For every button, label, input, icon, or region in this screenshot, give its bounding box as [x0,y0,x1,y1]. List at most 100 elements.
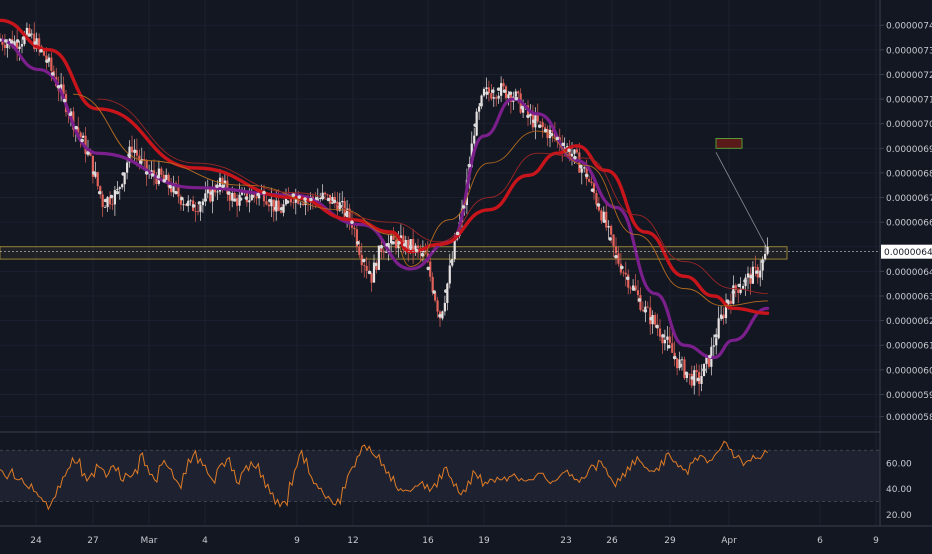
candle-body [737,289,740,293]
trend-dot [279,207,284,211]
target-box[interactable] [715,138,743,149]
candle-body [25,27,28,35]
ma-line-thin-red [97,98,769,294]
time-axis[interactable]: 24 27 Mar 4 9 12 16 19 23 26 29 Apr 6 9 [30,536,879,546]
candle-body [165,174,168,180]
current-price-label: 0.00000648 [884,248,932,258]
trend-dot [373,262,378,267]
rsi-pane [0,440,880,511]
trend-dot [180,196,184,201]
trend-dot [649,316,653,321]
trend-dot [731,290,736,295]
candle-body [663,339,666,344]
candle-body [194,210,197,212]
candle-body [646,306,649,308]
candle-body [130,146,134,153]
candle-body [172,183,175,193]
candle-body [759,270,762,278]
trend-dot [537,124,542,128]
candle-body [265,201,268,205]
candle-body [478,106,481,112]
trend-dot [103,198,108,203]
trend-dot [408,244,413,249]
candle-body [111,204,114,206]
time-axis-label: 24 [30,536,42,546]
trend-dot [602,219,607,223]
candle-body [575,149,578,153]
trend-dot [80,138,84,143]
trend-dot [755,270,759,274]
candle-body [612,234,615,247]
candle-body [495,97,498,99]
candle-body [683,359,686,379]
candle-body [280,211,283,213]
candle-body [47,57,50,62]
trend-dot [150,173,155,177]
candle-body [722,314,725,319]
trend-dot [0,38,2,42]
candle-body [331,196,334,204]
candle-body [50,57,53,71]
trend-dot [344,212,348,217]
candle-body [431,276,434,293]
trend-dot [262,190,266,195]
candle-body [749,273,752,284]
candle-body [507,94,510,99]
candle-body [319,198,322,200]
candle-body [668,336,671,344]
candle-body [421,250,424,253]
candle-body [475,111,478,136]
trend-dot [461,205,466,209]
candle-body [414,245,417,252]
candle-body [517,91,520,94]
trend-dot [68,112,73,117]
candle-body [680,359,684,361]
trend-dot [725,299,730,303]
time-axis-label: Mar [141,536,158,546]
trend-dot [9,40,14,44]
candle-body [487,87,490,94]
trend-dot [115,190,120,195]
candle-body [79,132,82,138]
time-axis-label: 27 [87,536,98,546]
candle-body [150,170,153,173]
trend-dot [473,123,478,127]
candle-body [118,187,121,189]
rsi-axis[interactable]: 60.00 40.00 20.00 [886,460,912,521]
candle-body [170,187,173,193]
projection-line[interactable] [715,152,768,250]
candle-body [541,122,544,128]
candle-body [255,196,258,199]
candle-body [145,159,148,174]
time-axis-label: 12 [347,536,358,546]
candle-body [412,239,415,252]
candle-body [539,121,542,123]
trend-dot [133,149,137,154]
candle-body [685,373,688,379]
candle-body [392,235,395,240]
candle-body [690,373,693,386]
candle-body [641,309,644,311]
time-axis-label: 9 [873,536,879,546]
trend-dot [719,315,724,320]
candle-body [636,290,640,296]
candle-body [248,200,251,203]
candle-body [355,229,358,247]
candle-body [678,359,681,369]
trend-dot [760,259,765,264]
candle-body [688,373,691,375]
candle-body [228,194,231,201]
trend-dot [51,72,55,76]
trend-dot [62,98,67,103]
trend-dot [403,243,407,247]
trend-dot [491,89,495,93]
trend-dot [168,184,172,189]
candle-body [504,86,508,99]
candle-body [353,227,356,230]
candle-body [597,204,600,211]
candle-body [522,107,525,113]
candle-body [673,352,676,359]
